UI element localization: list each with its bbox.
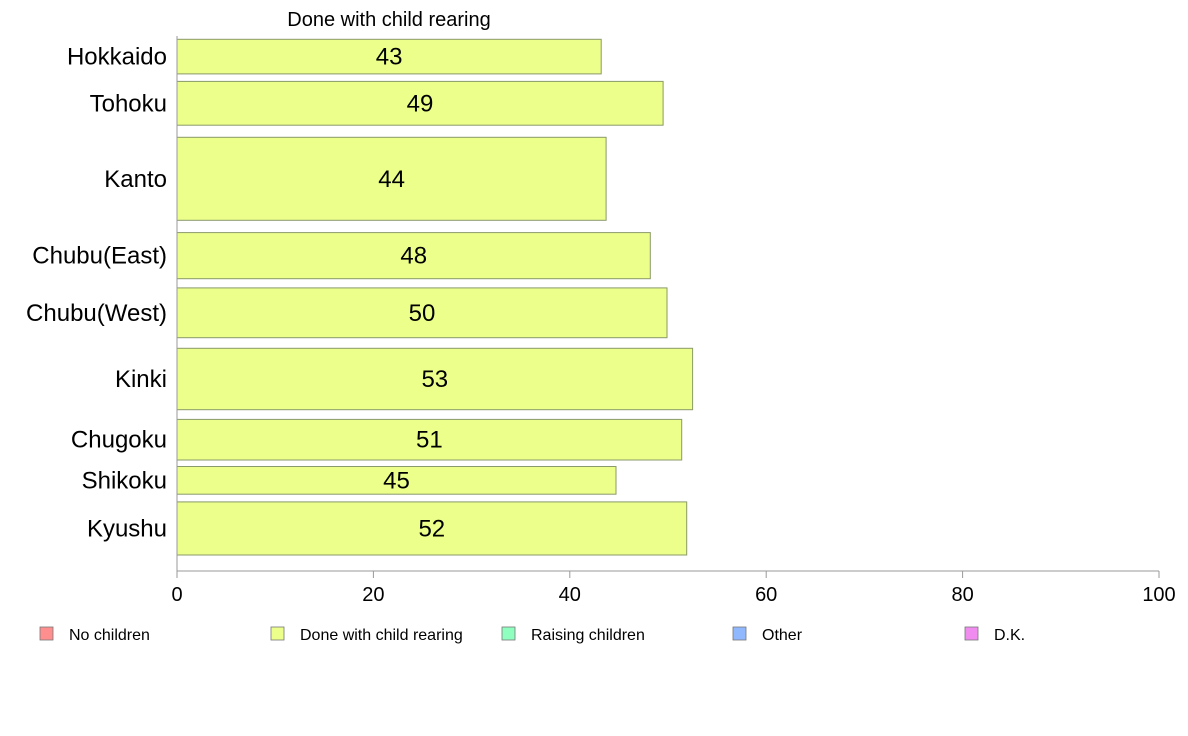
category-label: Kanto <box>104 166 167 193</box>
category-label: Shikoku <box>82 467 167 494</box>
legend-label: Other <box>762 627 803 644</box>
bar-kinki <box>176 347 694 411</box>
legend-swatch <box>732 626 747 641</box>
data-label: 53 <box>421 366 448 393</box>
category-label: Chubu(West) <box>26 300 167 327</box>
x-tick-label: 0 <box>171 584 182 606</box>
data-label: 43 <box>376 44 403 71</box>
x-tick-label: 80 <box>951 584 973 606</box>
legend-label: No children <box>69 627 150 644</box>
data-label: 52 <box>418 515 445 542</box>
chart-title: Done with child rearing <box>287 9 490 31</box>
category-label: Chubu(East) <box>32 243 167 270</box>
x-tick-label: 60 <box>755 584 777 606</box>
bars-group: 43 Hokkaido 49 Tohoku 44 Kanto 48 Chubu(East) 50… <box>26 38 694 556</box>
category-label: Hokkaido <box>67 44 167 71</box>
legend-label: D.K. <box>994 627 1025 644</box>
x-tick-label: 40 <box>559 584 581 606</box>
x-tick-label: 100 <box>1142 584 1175 606</box>
data-label: 51 <box>416 427 443 454</box>
legend-swatch <box>964 626 979 641</box>
data-label: 50 <box>409 300 436 327</box>
legend-label: Done with child rearing <box>300 627 463 644</box>
category-label: Chugoku <box>71 427 167 454</box>
bar-kanto <box>176 136 607 221</box>
bar-chubu-west- <box>176 287 668 339</box>
legend-swatch <box>39 626 54 641</box>
bar-hokkaido <box>176 38 602 75</box>
legend-swatch <box>270 626 285 641</box>
data-label: 48 <box>400 243 427 270</box>
x-tick-label: 20 <box>362 584 384 606</box>
legend: No children Done with child rearing Raisin… <box>39 626 1025 644</box>
category-label: Kinki <box>115 366 167 393</box>
bar-chugoku <box>176 418 683 461</box>
category-label: Tohoku <box>90 90 167 117</box>
x-axis: 0 20 40 60 80 100 <box>171 36 1176 606</box>
legend-label: Raising children <box>531 627 645 644</box>
data-label: 49 <box>407 90 434 117</box>
data-label: 45 <box>383 467 410 494</box>
bar-chubu-east- <box>176 232 651 280</box>
legend-swatch <box>501 626 516 641</box>
category-label: Kyushu <box>87 515 167 542</box>
data-label: 44 <box>378 166 405 193</box>
bar-tohoku <box>176 80 664 126</box>
